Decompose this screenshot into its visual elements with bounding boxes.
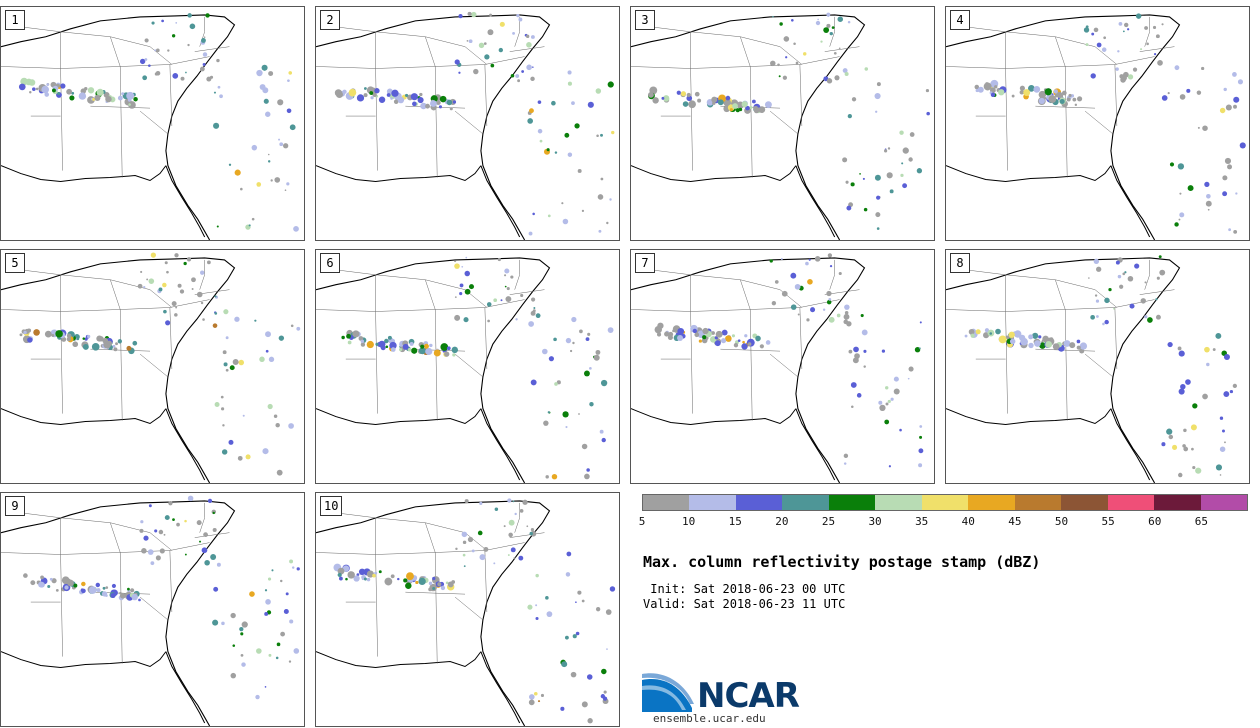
colorbar-segment bbox=[828, 495, 876, 510]
member-number: 7 bbox=[635, 253, 655, 273]
postage-stamp-5: 5 bbox=[0, 249, 305, 484]
postage-stamp-2: 2 bbox=[315, 6, 620, 241]
ncar-wordmark: NCAR bbox=[697, 676, 800, 716]
map-background bbox=[1, 495, 300, 726]
member-number: 10 bbox=[320, 496, 343, 516]
postage-stamp-1: 1 bbox=[0, 6, 305, 241]
postage-stamp-10: 10 bbox=[315, 492, 620, 727]
colorbar-segment bbox=[1154, 495, 1201, 510]
colorbar-segment bbox=[782, 495, 829, 510]
member-number: 2 bbox=[320, 10, 340, 30]
postage-stamp-4: 4 bbox=[945, 6, 1250, 241]
colorbar-segment bbox=[643, 495, 690, 510]
colorbar-tick-label: 20 bbox=[775, 515, 789, 528]
colorbar-segment bbox=[968, 495, 1015, 510]
member-number: 3 bbox=[635, 10, 655, 30]
postage-stamp-8: 8 bbox=[945, 249, 1250, 484]
member-number: 9 bbox=[5, 496, 25, 516]
map-background bbox=[316, 256, 614, 483]
colorbar-tick-label: 5 bbox=[638, 515, 646, 528]
colorbar-segment bbox=[1107, 495, 1155, 510]
colorbar-tick-label: 40 bbox=[961, 515, 975, 528]
map-background bbox=[316, 498, 616, 726]
colorbar-tick-labels: 5 10 15 20 25 30 35 40 45 50 55 60 65 bbox=[638, 515, 1248, 529]
colorbar-tick-label: 25 bbox=[821, 515, 836, 528]
colorbar-segment bbox=[1200, 495, 1248, 510]
colorbar-tick-label: 10 bbox=[681, 515, 696, 528]
map-background bbox=[1, 252, 301, 483]
map-background bbox=[1, 13, 299, 240]
member-number: 5 bbox=[5, 253, 25, 273]
member-number: 8 bbox=[950, 253, 970, 273]
member-number: 6 bbox=[320, 253, 340, 273]
colorbar-tick-label: 50 bbox=[1054, 515, 1069, 528]
valid-time: Valid: Sat 2018-06-23 11 UTC bbox=[643, 597, 846, 611]
colorbar-segment bbox=[921, 495, 969, 510]
colorbar-segment bbox=[1061, 495, 1108, 510]
map-background bbox=[316, 11, 615, 240]
colorbar-tick-label: 45 bbox=[1008, 515, 1022, 528]
map-background bbox=[631, 253, 924, 483]
colorbar-tick-label: 65 bbox=[1194, 515, 1208, 528]
reflectivity-colorbar bbox=[642, 494, 1248, 511]
colorbar-segment bbox=[735, 495, 783, 510]
postage-stamp-3: 3 bbox=[630, 6, 935, 241]
member-number: 4 bbox=[950, 10, 970, 30]
website-url[interactable]: ensemble.ucar.edu bbox=[653, 712, 766, 725]
colorbar-segment bbox=[875, 495, 922, 510]
colorbar-segment bbox=[1014, 495, 1062, 510]
colorbar-tick-label: 30 bbox=[868, 515, 882, 528]
colorbar-tick-label: 55 bbox=[1101, 515, 1115, 528]
postage-stamp-7: 7 bbox=[630, 249, 935, 484]
member-number: 1 bbox=[5, 10, 25, 30]
plot-title: Max. column reflectivity postage stamp (… bbox=[643, 553, 1041, 571]
colorbar-tick-label: 15 bbox=[728, 515, 742, 528]
ncar-logo-icon bbox=[642, 673, 694, 712]
colorbar-segment bbox=[689, 495, 736, 510]
map-background bbox=[946, 255, 1237, 483]
colorbar-tick-label: 35 bbox=[915, 515, 929, 528]
colorbar-tick-label: 60 bbox=[1148, 515, 1162, 528]
map-background bbox=[946, 13, 1246, 240]
init-time: Init: Sat 2018-06-23 00 UTC bbox=[643, 582, 846, 596]
postage-stamp-9: 9 bbox=[0, 492, 305, 727]
map-background bbox=[631, 12, 930, 240]
postage-stamp-6: 6 bbox=[315, 249, 620, 484]
